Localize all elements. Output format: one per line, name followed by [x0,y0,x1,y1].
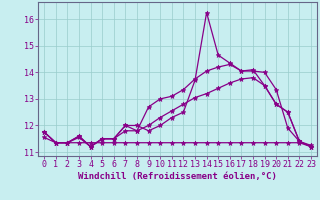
X-axis label: Windchill (Refroidissement éolien,°C): Windchill (Refroidissement éolien,°C) [78,172,277,181]
